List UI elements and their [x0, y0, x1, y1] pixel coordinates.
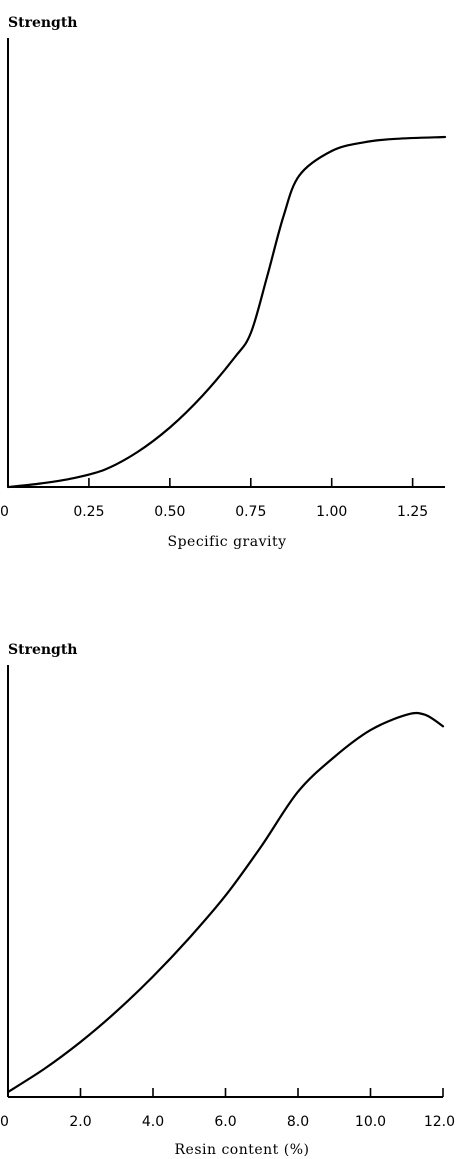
chart2-x-tick-label: 2.0 [69, 1114, 91, 1130]
chart1-x-tick-label: 0.75 [235, 504, 266, 520]
chart2-x-tick-label: 6.0 [214, 1114, 236, 1130]
chart1-series-line [6, 135, 447, 489]
chart1-x-tick-label: 0.50 [154, 504, 185, 520]
chart2-x-tick-label: 10.0 [355, 1114, 386, 1130]
chart2-title: Strength [8, 642, 77, 658]
chart-specific-gravity: Strength 0 0.25 0.50 0.75 1.00 1.25 Specific … [0, 15, 447, 550]
chart2-x-tick-label: 12.0 [424, 1114, 455, 1130]
chart2-x-tick-label: 4.0 [142, 1114, 164, 1130]
chart2-x-tick-label: 8.0 [287, 1114, 309, 1130]
chart1-title: Strength [8, 15, 77, 31]
chart1-x-ticks: 0 0.25 0.50 0.75 1.00 1.25 [0, 478, 428, 520]
chart1-x-tick-label: 0.25 [73, 504, 104, 520]
chart2-series-line [6, 711, 445, 1094]
chart1-x-tick-label: 1.00 [316, 504, 347, 520]
chart2-x-tick-label: 0 [0, 1114, 9, 1130]
chart1-x-label: Specific gravity [167, 534, 286, 550]
chart1-x-tick-label: 0 [0, 504, 9, 520]
chart-resin-content: Strength 0 2.0 4.0 6.0 8.0 10.0 12.0 Resin con… [0, 642, 455, 1158]
chart1-x-tick-label: 1.25 [397, 504, 428, 520]
chart2-x-label: Resin content (%) [175, 1142, 310, 1158]
chart2-x-ticks: 0 2.0 4.0 6.0 8.0 10.0 12.0 [0, 1088, 455, 1130]
